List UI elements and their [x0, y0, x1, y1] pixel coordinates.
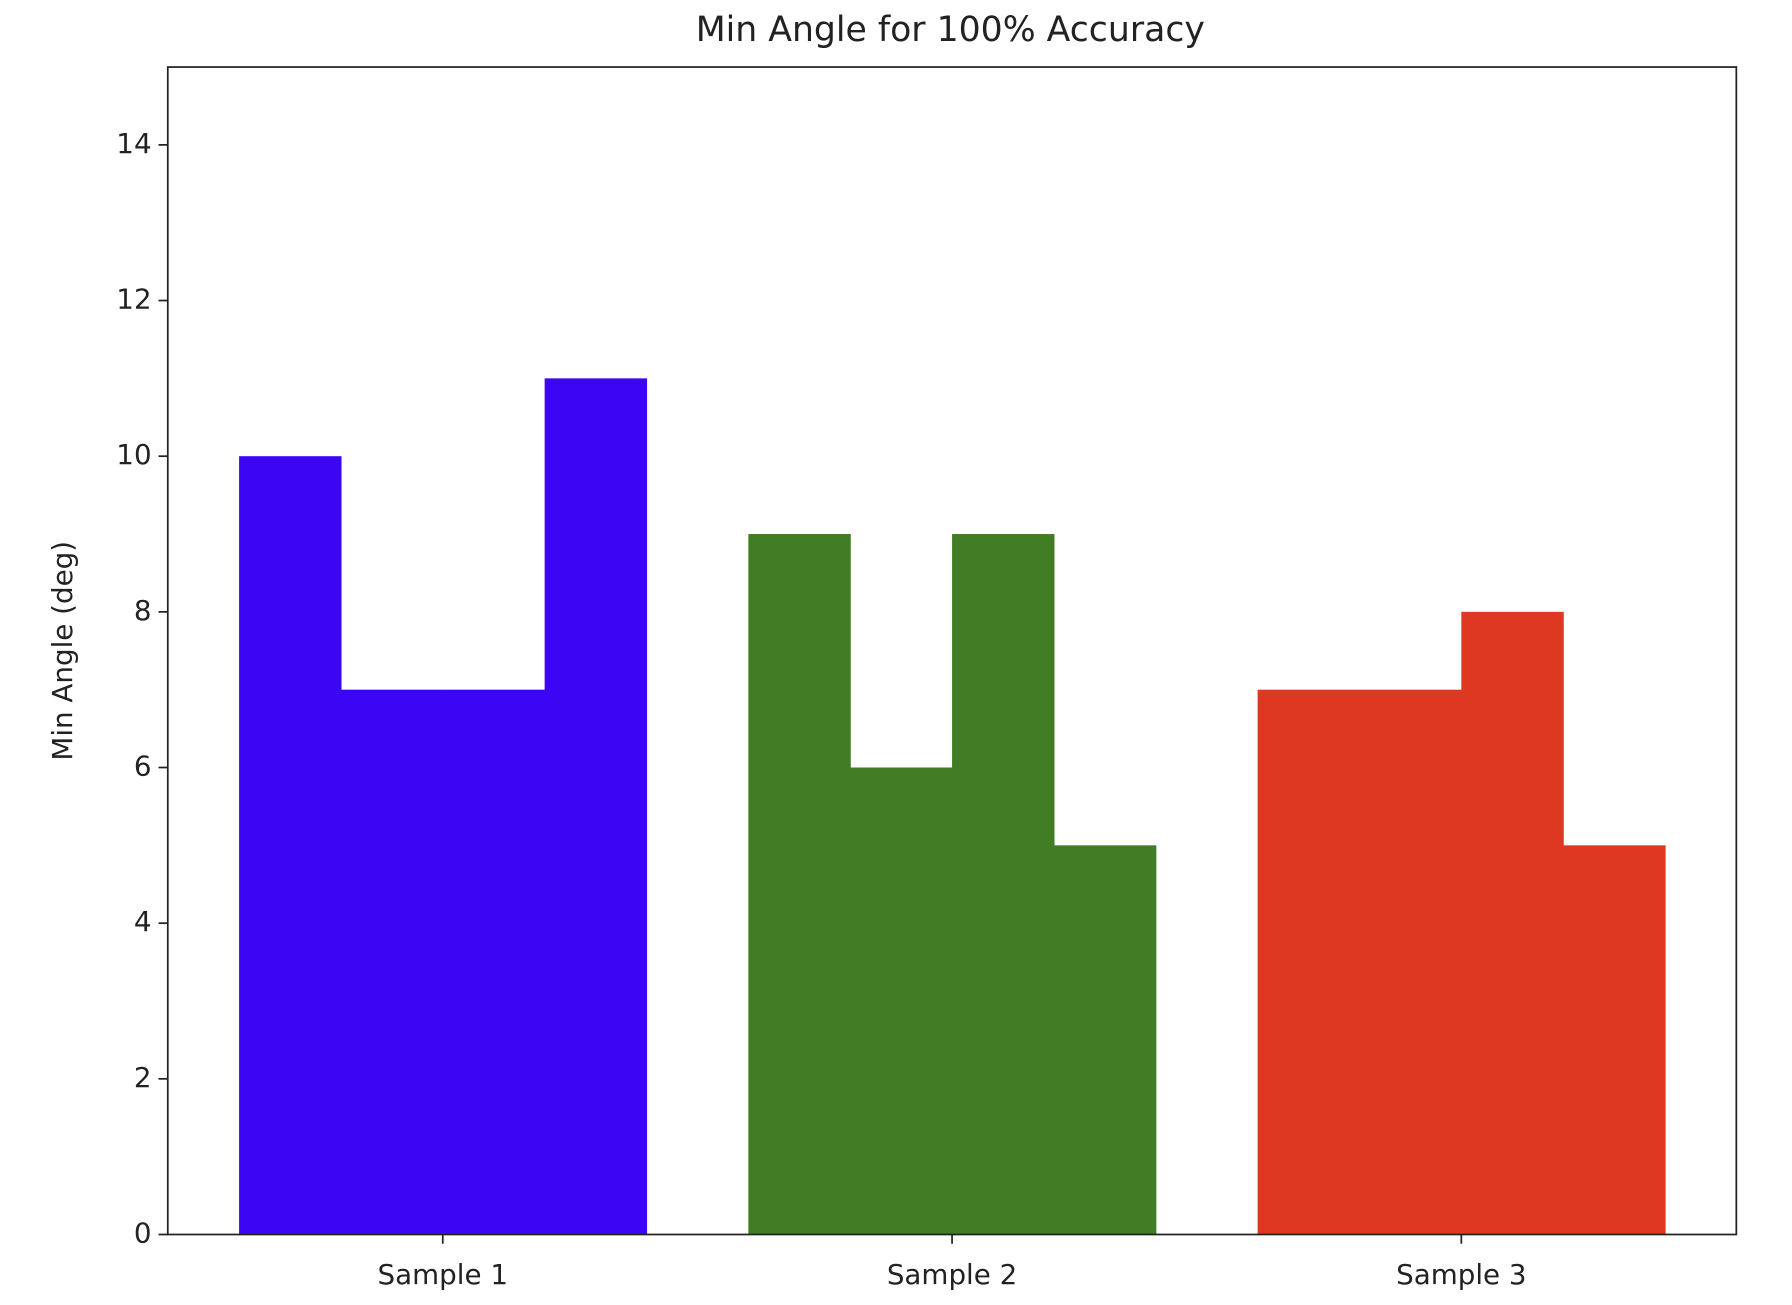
bar: [1563, 845, 1666, 1235]
bar: [1257, 689, 1361, 1235]
x-tick-label: Sample 1: [378, 1258, 508, 1291]
y-tick-label: 8: [134, 594, 152, 627]
bar: [1461, 611, 1564, 1235]
y-tick-label: 2: [134, 1061, 152, 1094]
bar: [239, 456, 342, 1235]
bar: [748, 534, 851, 1235]
chart-title: Min Angle for 100% Accuracy: [696, 10, 1205, 50]
y-tick-label: 14: [116, 127, 151, 160]
y-tick-label: 6: [134, 750, 152, 783]
bar: [442, 689, 546, 1235]
y-tick-label: 10: [116, 438, 151, 471]
y-tick-label: 12: [116, 283, 151, 316]
plot-frame: [166, 66, 1738, 1236]
bar: [1359, 689, 1462, 1235]
bar: [850, 767, 953, 1235]
bar: [544, 378, 648, 1235]
bar: [1053, 845, 1157, 1235]
bar: [952, 534, 1055, 1235]
x-tick-label: Sample 2: [887, 1258, 1017, 1291]
y-axis-label: Min Angle (deg): [46, 541, 79, 761]
x-tick-label: Sample 3: [1396, 1258, 1526, 1291]
bar: [340, 689, 444, 1235]
y-tick-label: 4: [134, 905, 152, 938]
y-tick-label: 0: [134, 1216, 152, 1249]
